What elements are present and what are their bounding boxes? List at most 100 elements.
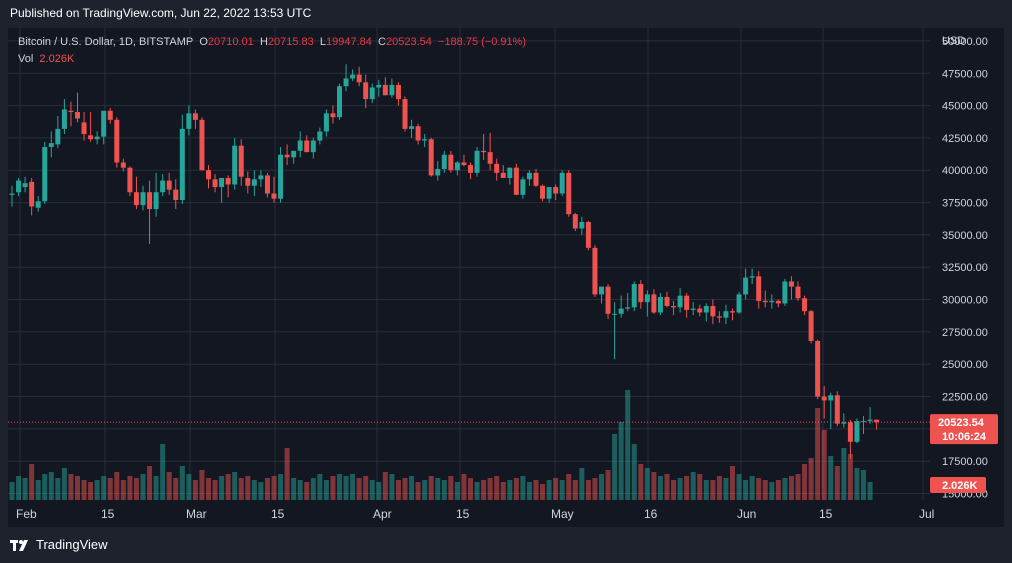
- candle-body[interactable]: [828, 395, 834, 401]
- candle-body[interactable]: [9, 193, 15, 195]
- candle-body[interactable]: [651, 294, 657, 313]
- candle-body[interactable]: [389, 84, 395, 96]
- candle-body[interactable]: [730, 311, 735, 313]
- candle-body[interactable]: [212, 179, 218, 188]
- legend-symbol[interactable]: Bitcoin / U.S. Dollar, 1D, BITSTAMP: [18, 36, 194, 48]
- candle-body[interactable]: [448, 154, 454, 171]
- candle-body[interactable]: [323, 113, 329, 132]
- candle-body[interactable]: [723, 311, 729, 318]
- candle-body[interactable]: [703, 306, 709, 313]
- candle-body[interactable]: [671, 306, 677, 308]
- candle-body[interactable]: [114, 119, 120, 163]
- candle-body[interactable]: [16, 180, 22, 193]
- candle-body[interactable]: [291, 150, 297, 158]
- candle-body[interactable]: [120, 162, 126, 168]
- candle-body[interactable]: [808, 311, 814, 341]
- candle-body[interactable]: [48, 143, 54, 147]
- candle-body[interactable]: [618, 308, 624, 314]
- candle-body[interactable]: [343, 78, 349, 87]
- candle-body[interactable]: [245, 178, 251, 186]
- candle-body[interactable]: [186, 113, 192, 129]
- candle-body[interactable]: [232, 145, 238, 185]
- candle-body[interactable]: [762, 300, 768, 303]
- candle-body[interactable]: [815, 340, 821, 397]
- candle-body[interactable]: [592, 247, 598, 295]
- time-axis[interactable]: Feb 15 Mar 15 Apr 15 May 16 Jun 15 Jul: [8, 500, 1004, 527]
- candle-body[interactable]: [94, 136, 100, 140]
- candle-body[interactable]: [631, 284, 637, 308]
- candle-body[interactable]: [271, 193, 277, 199]
- candle-body[interactable]: [540, 185, 546, 199]
- candle-body[interactable]: [513, 167, 519, 195]
- candle-body[interactable]: [749, 276, 755, 278]
- candle-body[interactable]: [153, 192, 159, 210]
- candle-body[interactable]: [88, 135, 94, 140]
- candle-body[interactable]: [599, 286, 604, 295]
- candle-body[interactable]: [337, 86, 342, 118]
- candle-body[interactable]: [369, 87, 375, 100]
- candle-body[interactable]: [572, 214, 578, 229]
- footer-brand[interactable]: TradingView: [10, 537, 108, 552]
- candle-body[interactable]: [736, 294, 742, 313]
- candle-body[interactable]: [533, 172, 539, 186]
- candle-body[interactable]: [304, 140, 310, 153]
- candle-body[interactable]: [520, 179, 526, 195]
- candle-body[interactable]: [657, 296, 663, 313]
- candle-body[interactable]: [743, 277, 749, 295]
- candle-body[interactable]: [684, 295, 690, 310]
- candle-body[interactable]: [356, 74, 362, 83]
- candle-body[interactable]: [487, 152, 493, 164]
- candle-body[interactable]: [376, 84, 382, 88]
- candle-body[interactable]: [664, 296, 670, 307]
- candle-body[interactable]: [802, 298, 808, 312]
- time-axis-scale[interactable]: Feb 15 Mar 15 Apr 15 May 16 Jun 15 Jul: [8, 500, 1004, 527]
- candle-body[interactable]: [107, 110, 113, 120]
- candle-body[interactable]: [68, 110, 74, 113]
- candle-body[interactable]: [468, 165, 473, 173]
- candle-body[interactable]: [841, 422, 847, 424]
- candle-body[interactable]: [775, 300, 781, 304]
- candle-body[interactable]: [697, 308, 703, 313]
- candle-body[interactable]: [258, 175, 264, 180]
- candle-body[interactable]: [310, 140, 316, 153]
- candle-body[interactable]: [854, 421, 860, 442]
- candle-body[interactable]: [690, 308, 696, 310]
- candle-body[interactable]: [605, 286, 611, 314]
- candle-body[interactable]: [782, 281, 788, 304]
- candle-body[interactable]: [415, 126, 421, 141]
- candle-body[interactable]: [179, 128, 185, 200]
- candle-body[interactable]: [874, 419, 880, 423]
- candle-body[interactable]: [428, 139, 434, 176]
- candle-body[interactable]: [579, 221, 585, 229]
- candle-body[interactable]: [166, 180, 172, 190]
- candle-body[interactable]: [382, 84, 388, 96]
- candle-body[interactable]: [317, 131, 323, 141]
- candle-body[interactable]: [160, 180, 166, 193]
- candle-body[interactable]: [29, 181, 35, 207]
- candle-body[interactable]: [409, 126, 415, 129]
- candle-body[interactable]: [284, 154, 290, 158]
- candle-body[interactable]: [716, 316, 722, 318]
- candle-body[interactable]: [147, 192, 153, 210]
- candle-body[interactable]: [677, 295, 683, 308]
- candle-body[interactable]: [625, 307, 631, 309]
- candle-body[interactable]: [199, 119, 205, 171]
- candle-body[interactable]: [35, 201, 41, 208]
- candle-body[interactable]: [127, 167, 133, 193]
- candle-body[interactable]: [795, 286, 801, 299]
- candle-body[interactable]: [526, 172, 532, 180]
- candle-body[interactable]: [81, 122, 87, 135]
- candle-body[interactable]: [225, 178, 231, 185]
- candle-body[interactable]: [644, 294, 650, 303]
- candle-body[interactable]: [278, 154, 284, 199]
- candle-body[interactable]: [264, 175, 270, 194]
- candle-body[interactable]: [847, 422, 853, 442]
- candle-body[interactable]: [834, 395, 840, 424]
- candle-body[interactable]: [507, 167, 513, 179]
- candle-body[interactable]: [422, 139, 428, 141]
- candle-body[interactable]: [454, 162, 460, 171]
- candle-body[interactable]: [710, 306, 716, 317]
- price-axis[interactable]: USD 15000.0017500.0020000.0022500.002500…: [930, 28, 1004, 501]
- candle-body[interactable]: [769, 300, 775, 303]
- candle-body[interactable]: [350, 74, 356, 79]
